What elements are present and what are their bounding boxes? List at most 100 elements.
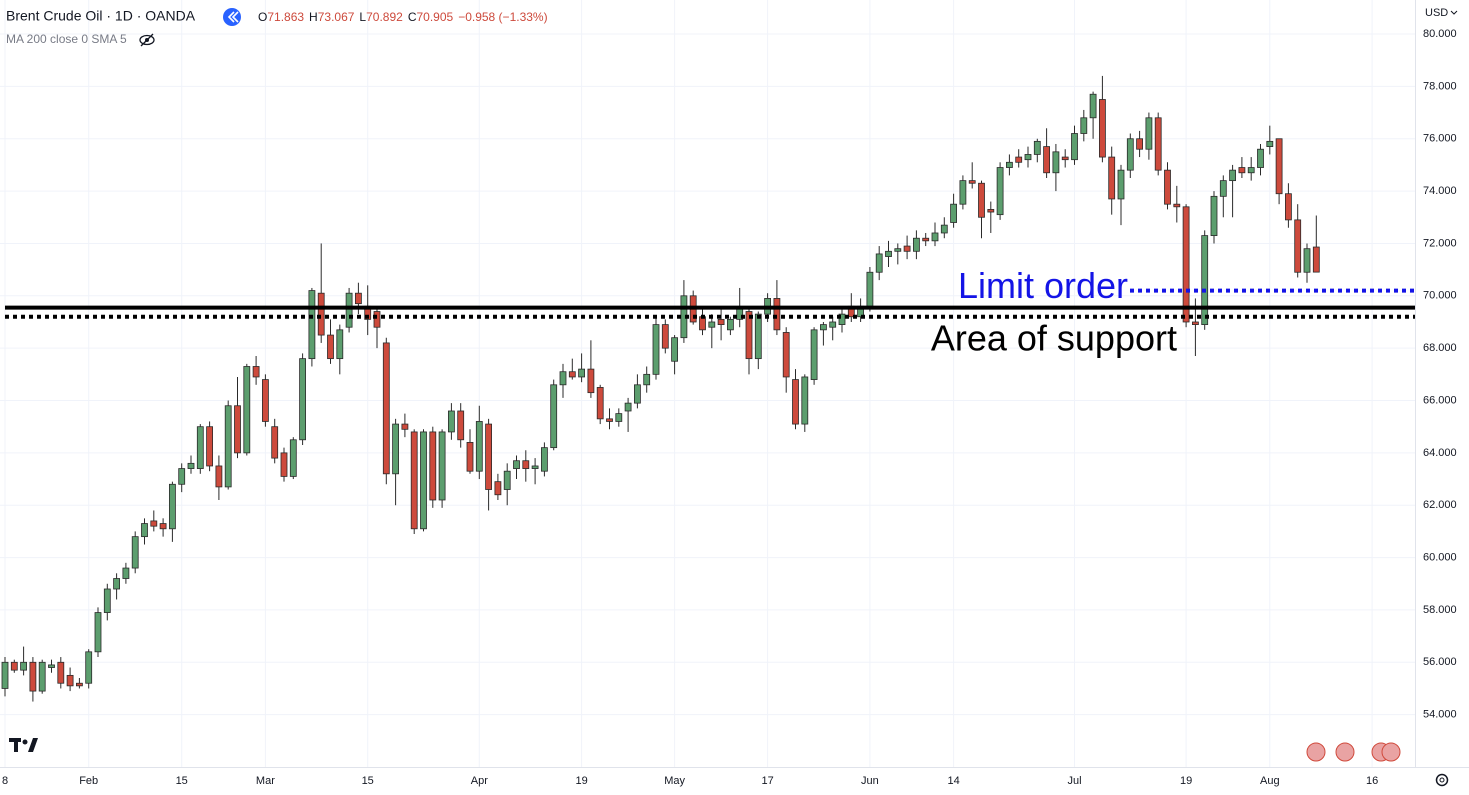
candle-body [745, 311, 753, 360]
candle-body [903, 245, 911, 252]
candle-body [727, 318, 734, 331]
x-tick-label: 17 [761, 775, 773, 787]
candle-body [382, 342, 390, 475]
legend-value: 70.892 [366, 10, 403, 24]
settings-icon[interactable] [1435, 773, 1449, 787]
indicator-label[interactable]: MA 200 close 0 SMA 5 [6, 32, 127, 46]
legend-value: 73.067 [318, 10, 355, 24]
currency-dropdown[interactable] [1450, 10, 1458, 15]
y-tick-label: 56.000 [1423, 656, 1457, 668]
symbol-title[interactable]: Brent Crude Oil · 1D · OANDA [6, 8, 196, 24]
legend-key: C [408, 10, 417, 24]
x-tick-label: Apr [471, 775, 488, 787]
currency-label[interactable]: USD [1425, 7, 1448, 19]
candle-body [308, 290, 316, 360]
candle-body [38, 661, 46, 692]
event-flags[interactable] [1306, 742, 1401, 762]
candle-body [178, 468, 186, 485]
candle-body [113, 578, 120, 590]
legend-key: H [309, 10, 318, 24]
candle-body [1145, 117, 1153, 150]
candle-body [643, 373, 651, 386]
candle-body [541, 447, 548, 472]
candle-body [168, 483, 176, 530]
candle-body [29, 661, 37, 692]
candle-body [196, 426, 204, 469]
candle-body [913, 237, 920, 252]
candle-body [401, 423, 409, 430]
candle-body [1099, 99, 1106, 158]
y-tick-label: 62.000 [1423, 499, 1457, 511]
legend-value: −0.958 (−1.33%) [458, 10, 547, 24]
x-tick-label: May [664, 775, 685, 787]
candle-body [1089, 93, 1097, 119]
candle-body [717, 318, 725, 326]
x-tick-label: Jun [861, 775, 879, 787]
x-tick-label: 15 [362, 775, 374, 787]
candle-body [1154, 117, 1162, 171]
back-button[interactable] [223, 8, 241, 26]
candle-body [875, 253, 883, 273]
candle-body [280, 452, 288, 477]
candle-body [615, 413, 623, 422]
x-tick-label: 16 [1366, 775, 1378, 787]
candle-body [931, 232, 939, 242]
candle-body [1071, 133, 1078, 161]
candle-body [234, 405, 241, 454]
candle-body [289, 439, 297, 477]
candle-body [327, 334, 334, 360]
candle-body [522, 460, 530, 469]
candle-body [187, 462, 195, 469]
candle-body [810, 329, 818, 380]
candle-body [354, 292, 362, 305]
candle-body [1257, 148, 1264, 168]
candle-body [894, 248, 902, 252]
hide-icon[interactable] [139, 33, 155, 47]
y-tick-label: 76.000 [1423, 133, 1457, 145]
x-tick-label: 19 [1180, 775, 1192, 787]
candle-body [1108, 156, 1116, 200]
candle-body [20, 661, 28, 671]
candle-body [1024, 154, 1032, 161]
candle-body [1015, 156, 1023, 163]
candle-body [531, 465, 539, 469]
candle-body [754, 313, 762, 360]
x-tick-label: Jul [1067, 775, 1081, 787]
candle-body [940, 224, 948, 234]
candle-body [1117, 169, 1125, 200]
candle-body [1312, 246, 1320, 273]
candle-body [1080, 117, 1088, 134]
candle-body [1294, 219, 1302, 273]
candle-body [885, 250, 892, 257]
candle-body [141, 523, 148, 538]
candle-body [708, 321, 716, 328]
candle-body [1182, 206, 1190, 323]
candle-body [1266, 140, 1274, 147]
tv-logo[interactable] [9, 738, 38, 752]
candle-body [475, 421, 483, 472]
candle-body [652, 324, 660, 375]
candle-body [1229, 169, 1236, 182]
candle-body [122, 567, 130, 579]
candle-body [792, 379, 799, 425]
candle-body [66, 674, 74, 687]
y-tick-label: 70.000 [1423, 290, 1457, 302]
candle-body [987, 209, 995, 213]
candle-body [261, 379, 269, 422]
candle-body [494, 481, 502, 496]
candle-body [1238, 167, 1246, 174]
candle-body [271, 426, 279, 459]
candle-body [550, 384, 558, 449]
candle-body [485, 423, 493, 490]
candle-body [1275, 138, 1283, 195]
candle-body [1247, 167, 1255, 174]
candle-body [596, 387, 604, 420]
candle-body [457, 410, 465, 441]
candle-body [624, 402, 632, 412]
candle-body [336, 329, 344, 360]
candle-body [252, 366, 260, 378]
legend-value: 71.863 [267, 10, 304, 24]
y-tick-label: 72.000 [1423, 237, 1457, 249]
